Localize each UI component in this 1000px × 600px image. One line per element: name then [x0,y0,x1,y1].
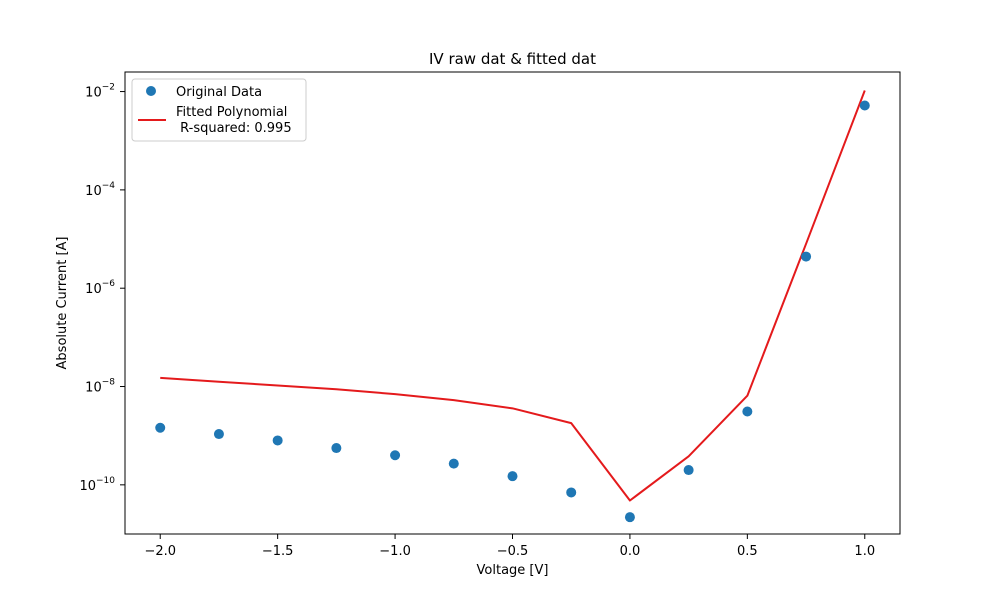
legend-original-data-marker [146,86,156,96]
x-axis-label: Voltage [V] [477,563,549,578]
y-tick-label-exponent: −10 [96,476,115,486]
axes-frame [124,71,901,535]
legend-original-data-label: Original Data [176,85,262,100]
x-tick-label: −1.0 [379,544,411,559]
original-data-point [507,471,518,482]
x-axis-ticks: −2.0 −1.5 −1.0 −0.5 0.0 0.5 1.0 [144,534,875,559]
y-tick-label: 10−4 [85,181,115,199]
y-tick-label: 10−10 [79,476,115,494]
original-data-point [859,100,870,111]
original-data-point [801,251,812,262]
x-tick-label: −1.5 [262,544,294,559]
y-tick-label-exponent: −6 [102,279,116,289]
chart-title: IV raw dat & fitted dat [429,50,596,68]
legend-fitted-polynomial-label-line-2: R-squared: 0.995 [176,121,292,136]
legend-box [131,78,307,142]
x-tick-label: 0.5 [737,544,758,559]
y-tick-label-base: 10 [85,381,102,396]
y-tick-label: 10−8 [85,378,115,396]
original-data-point [566,487,577,498]
x-tick-label: 0.0 [620,544,641,559]
y-tick-label-base: 10 [85,86,102,101]
y-axis-label: Absolute Current [A] [55,237,70,370]
legend-fitted-polynomial-label: Fitted Polynomial R-squared: 0.995 [176,105,292,136]
x-tick-label: −0.5 [497,544,529,559]
original-data-point [683,465,694,476]
original-data-point [272,435,283,446]
original-data-point [742,406,753,417]
y-tick-label-exponent: −2 [102,83,115,93]
y-tick-label: 10−2 [85,83,115,101]
original-data-point [390,450,401,461]
x-tick-label: −2.0 [144,544,176,559]
original-data-point [213,429,224,440]
legend-fitted-polynomial-label-line-1: Fitted Polynomial [176,105,287,120]
y-tick-label-exponent: −4 [102,181,116,191]
legend: Original Data Fitted Polynomial R-square… [131,78,307,142]
y-tick-label-exponent: −8 [102,378,116,388]
original-data-point [331,443,342,454]
original-data-point [155,422,166,433]
original-data-point [624,512,635,523]
fitted-polynomial-line [160,90,866,502]
y-tick-label-base: 10 [79,479,96,494]
fitted-polynomial-layer [160,90,866,502]
y-tick-label-base: 10 [85,184,102,199]
y-tick-label: 10−6 [85,279,115,297]
original-data-layer [155,100,870,523]
original-data-point [448,458,459,469]
y-tick-label-base: 10 [85,282,102,297]
x-tick-label: 1.0 [854,544,875,559]
